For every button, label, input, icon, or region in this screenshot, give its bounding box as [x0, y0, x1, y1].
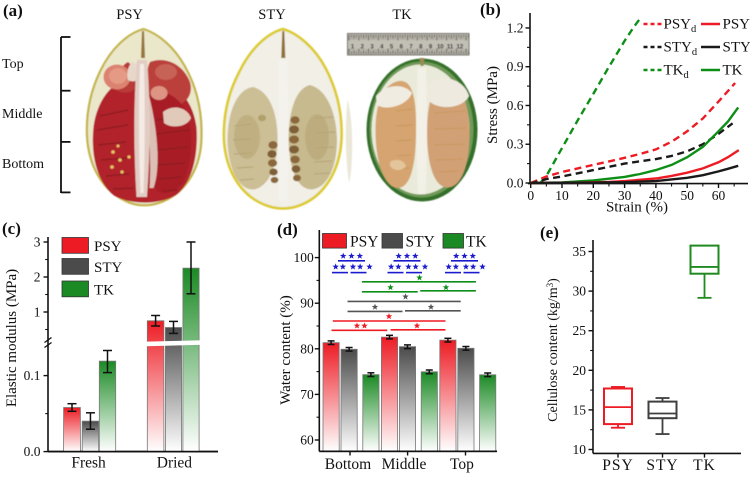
svg-text:3: 3 [34, 235, 41, 250]
svg-text:20: 20 [573, 363, 587, 378]
svg-text:(e): (e) [540, 223, 559, 242]
svg-text:100: 100 [294, 250, 315, 265]
svg-text:TK: TK [693, 457, 716, 474]
svg-text:STY: STY [723, 40, 750, 56]
svg-text:Stress (MPa): Stress (MPa) [485, 66, 501, 144]
svg-text:2: 2 [34, 270, 41, 285]
svg-text:STY: STY [646, 457, 678, 474]
svg-text:80: 80 [300, 341, 314, 356]
svg-text:Elastic modulus (MPa): Elastic modulus (MPa) [4, 269, 20, 407]
svg-text:0.0: 0.0 [507, 176, 524, 191]
svg-text:20: 20 [587, 188, 601, 203]
svg-text:0: 0 [527, 188, 534, 203]
svg-text:0.6: 0.6 [507, 98, 524, 113]
svg-text:(d): (d) [277, 220, 298, 239]
svg-text:70: 70 [300, 387, 314, 402]
svg-text:(a): (a) [3, 1, 23, 20]
svg-text:Strain (%): Strain (%) [606, 200, 668, 216]
svg-text:10: 10 [573, 442, 587, 457]
svg-text:1.2: 1.2 [507, 20, 524, 35]
svg-text:35: 35 [573, 244, 587, 259]
svg-text:Dried: Dried [157, 455, 193, 472]
svg-text:PSY: PSY [94, 239, 122, 255]
svg-text:12: 12 [457, 45, 464, 51]
svg-text:TK: TK [723, 63, 743, 79]
svg-text:25: 25 [573, 323, 587, 338]
svg-text:0.1: 0.1 [24, 368, 41, 383]
svg-text:11: 11 [447, 45, 454, 51]
svg-text:PSY: PSY [350, 234, 378, 251]
svg-text:STY: STY [258, 7, 286, 23]
svg-text:0.3: 0.3 [507, 137, 524, 152]
svg-text:1: 1 [34, 305, 41, 320]
svg-text:Bottom: Bottom [2, 157, 44, 172]
svg-text:(b): (b) [480, 0, 501, 19]
svg-text:PSY: PSY [723, 17, 750, 33]
svg-text:Top: Top [2, 57, 24, 72]
svg-text:30: 30 [573, 284, 587, 299]
svg-text:60: 60 [712, 188, 726, 203]
svg-text:PSY: PSY [602, 457, 633, 474]
svg-text:STY: STY [406, 234, 435, 251]
svg-text:Cellulose content (kg/m3): Cellulose content (kg/m3) [545, 278, 561, 422]
svg-text:(c): (c) [2, 219, 21, 238]
svg-text:Water content (%): Water content (%) [278, 295, 294, 405]
svg-text:Middle: Middle [2, 107, 42, 122]
svg-text:PSY: PSY [116, 7, 143, 23]
svg-text:TK: TK [466, 234, 487, 251]
svg-text:Top: Top [450, 456, 474, 473]
svg-text:TK: TK [392, 7, 412, 23]
svg-text:TK: TK [94, 283, 114, 299]
svg-text:10: 10 [555, 188, 569, 203]
svg-text:50: 50 [680, 188, 694, 203]
svg-text:90: 90 [300, 296, 314, 311]
svg-text:0.9: 0.9 [507, 59, 524, 74]
svg-text:0.0: 0.0 [24, 444, 41, 459]
svg-text:Middle: Middle [382, 456, 427, 473]
svg-text:Bottom: Bottom [325, 456, 372, 473]
svg-text:Fresh: Fresh [71, 455, 106, 472]
svg-text:STY: STY [94, 260, 123, 276]
svg-text:10: 10 [437, 45, 444, 51]
svg-text:15: 15 [573, 402, 587, 417]
svg-text:60: 60 [300, 433, 314, 448]
